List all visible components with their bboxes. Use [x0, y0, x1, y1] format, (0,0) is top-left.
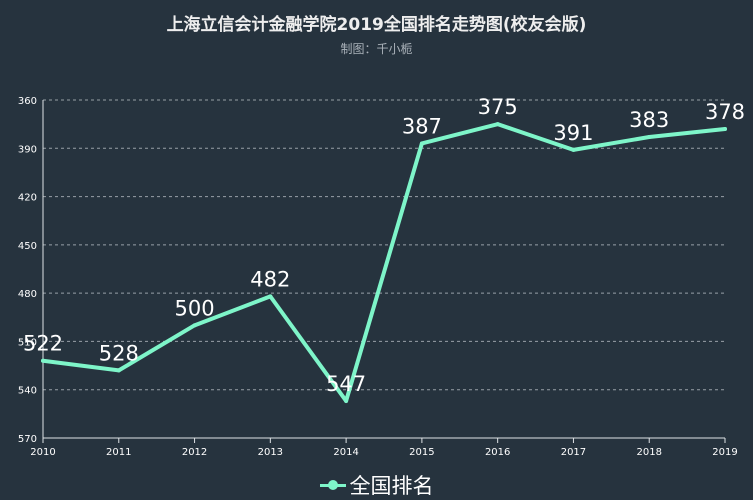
data-point	[495, 122, 500, 127]
data-label: 378	[705, 100, 745, 124]
data-label: 383	[629, 108, 669, 132]
x-tick-label: 2017	[561, 447, 586, 458]
series-line	[41, 122, 727, 403]
data-point	[41, 358, 45, 363]
chart-title: 上海立信会计金融学院2019全国排名走势图(校友会版)	[166, 15, 587, 35]
data-point	[268, 294, 273, 299]
data-label: 500	[175, 296, 215, 320]
data-point	[419, 141, 424, 146]
chart-subtitle: 制图：千小栀	[340, 42, 413, 56]
y-tick-label: 510	[18, 337, 37, 348]
x-tick-label: 2010	[30, 447, 55, 458]
data-label: 391	[553, 121, 593, 145]
x-tick-label: 2011	[106, 447, 131, 458]
data-label: 547	[326, 372, 366, 396]
x-tick-label: 2016	[485, 447, 510, 458]
legend-marker-icon	[319, 478, 346, 492]
data-label: 528	[99, 341, 139, 365]
legend[interactable]: 全国排名	[0, 470, 753, 500]
x-tick-label: 2013	[258, 447, 283, 458]
data-point	[723, 126, 727, 131]
data-point	[192, 323, 197, 328]
data-label: 387	[402, 114, 442, 138]
y-tick-label: 480	[18, 289, 37, 300]
data-label: 522	[23, 332, 63, 356]
x-tick-label: 2018	[636, 447, 661, 458]
x-tick-label: 2015	[409, 447, 434, 458]
y-tick-label: 420	[18, 193, 37, 204]
legend-label: 全国排名	[349, 474, 434, 498]
y-tick-label: 570	[18, 434, 37, 445]
x-tick-label: 2019	[712, 447, 737, 458]
y-tick-label: 360	[18, 96, 37, 107]
data-label: 482	[250, 267, 290, 291]
data-point	[647, 135, 652, 140]
data-point	[344, 398, 349, 403]
x-tick-label: 2012	[182, 447, 207, 458]
data-point	[116, 368, 121, 373]
data-point	[571, 147, 576, 152]
x-tick-label: 2014	[333, 447, 358, 458]
y-tick-label: 390	[18, 144, 37, 155]
y-tick-label: 450	[18, 241, 37, 252]
data-label: 375	[478, 95, 518, 119]
y-tick-label: 540	[18, 386, 37, 397]
